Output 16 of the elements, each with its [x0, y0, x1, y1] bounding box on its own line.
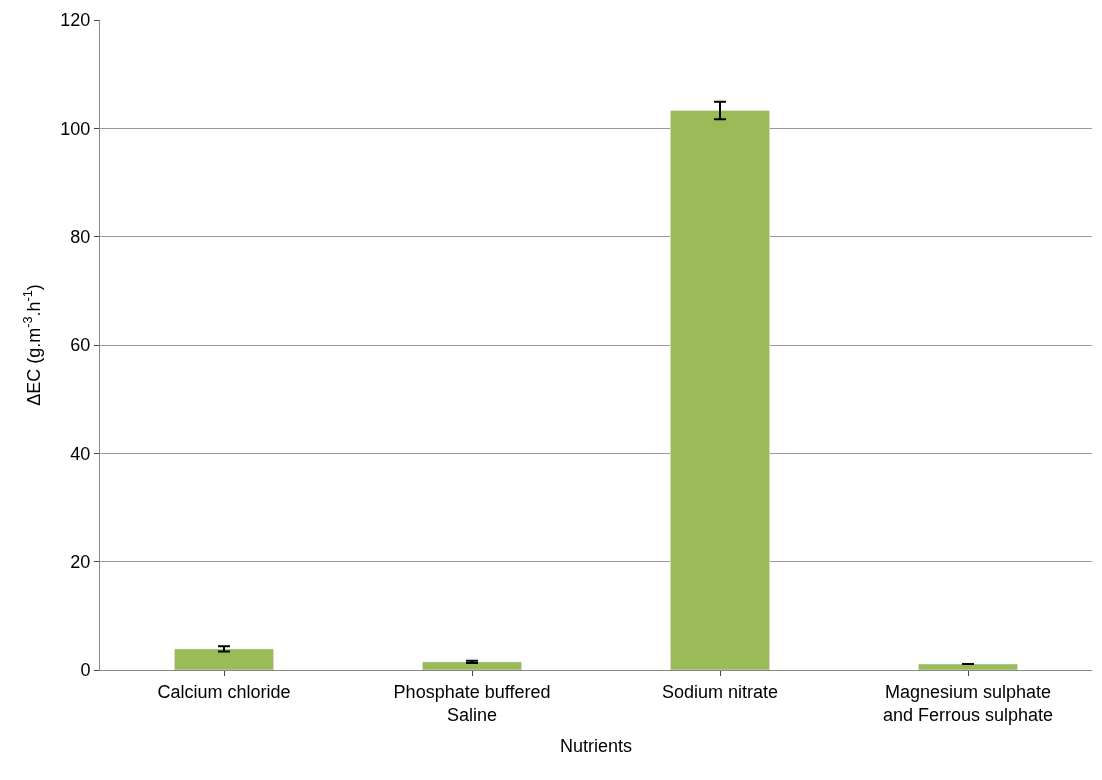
x-tick-label: Magnesium sulphate and Ferrous sulphate [882, 681, 1054, 725]
y-tick-label: 0 [80, 660, 91, 681]
y-tick-label: 120 [60, 10, 91, 31]
bar [174, 648, 274, 670]
y-tick-label: 20 [70, 551, 91, 572]
y-tick-label: 60 [70, 335, 91, 356]
bar [670, 110, 770, 670]
y-tick-label: 80 [70, 226, 91, 247]
x-tick-label: Phosphate buffered Saline [393, 681, 551, 725]
y-tick-label: 40 [70, 443, 91, 464]
y-tick-label: 100 [60, 118, 91, 139]
x-tick-label: Calcium chloride [157, 681, 291, 702]
x-tick-label: Sodium nitrate [661, 681, 779, 702]
x-axis-title: Nutrients [559, 736, 633, 757]
bar [422, 661, 522, 670]
bar [918, 663, 1018, 670]
